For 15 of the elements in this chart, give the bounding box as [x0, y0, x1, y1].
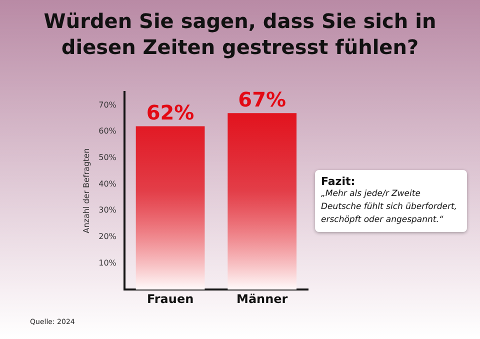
text: Fazit: [321, 175, 356, 188]
chart-title: Würden Sie sagen, dass Sie sich in diesen Zeiten gestresst fühlen? [42, 8, 438, 60]
y-tick-label: 60% [98, 126, 117, 136]
y-tick-label: 40% [98, 179, 117, 188]
y-axis-title: Anzahl der Befragten [82, 148, 91, 234]
text: „Mehr als jede/r Zweite Deutsche fühlt sich überfordert, erschöpft oder angespannt.“ [321, 188, 458, 227]
x-tick-label: Männer [236, 292, 288, 306]
x-tick-label: Frauen [146, 292, 194, 306]
y-tick-label: 20% [98, 232, 117, 241]
y-tick-label: 70% [98, 100, 117, 110]
y-tick-label: 50% [98, 152, 117, 162]
data-label: 67% [238, 87, 286, 112]
y-tick-label: 10% [98, 258, 117, 268]
y-tick-label: 30% [98, 206, 117, 215]
data-label: 62% [146, 100, 194, 124]
